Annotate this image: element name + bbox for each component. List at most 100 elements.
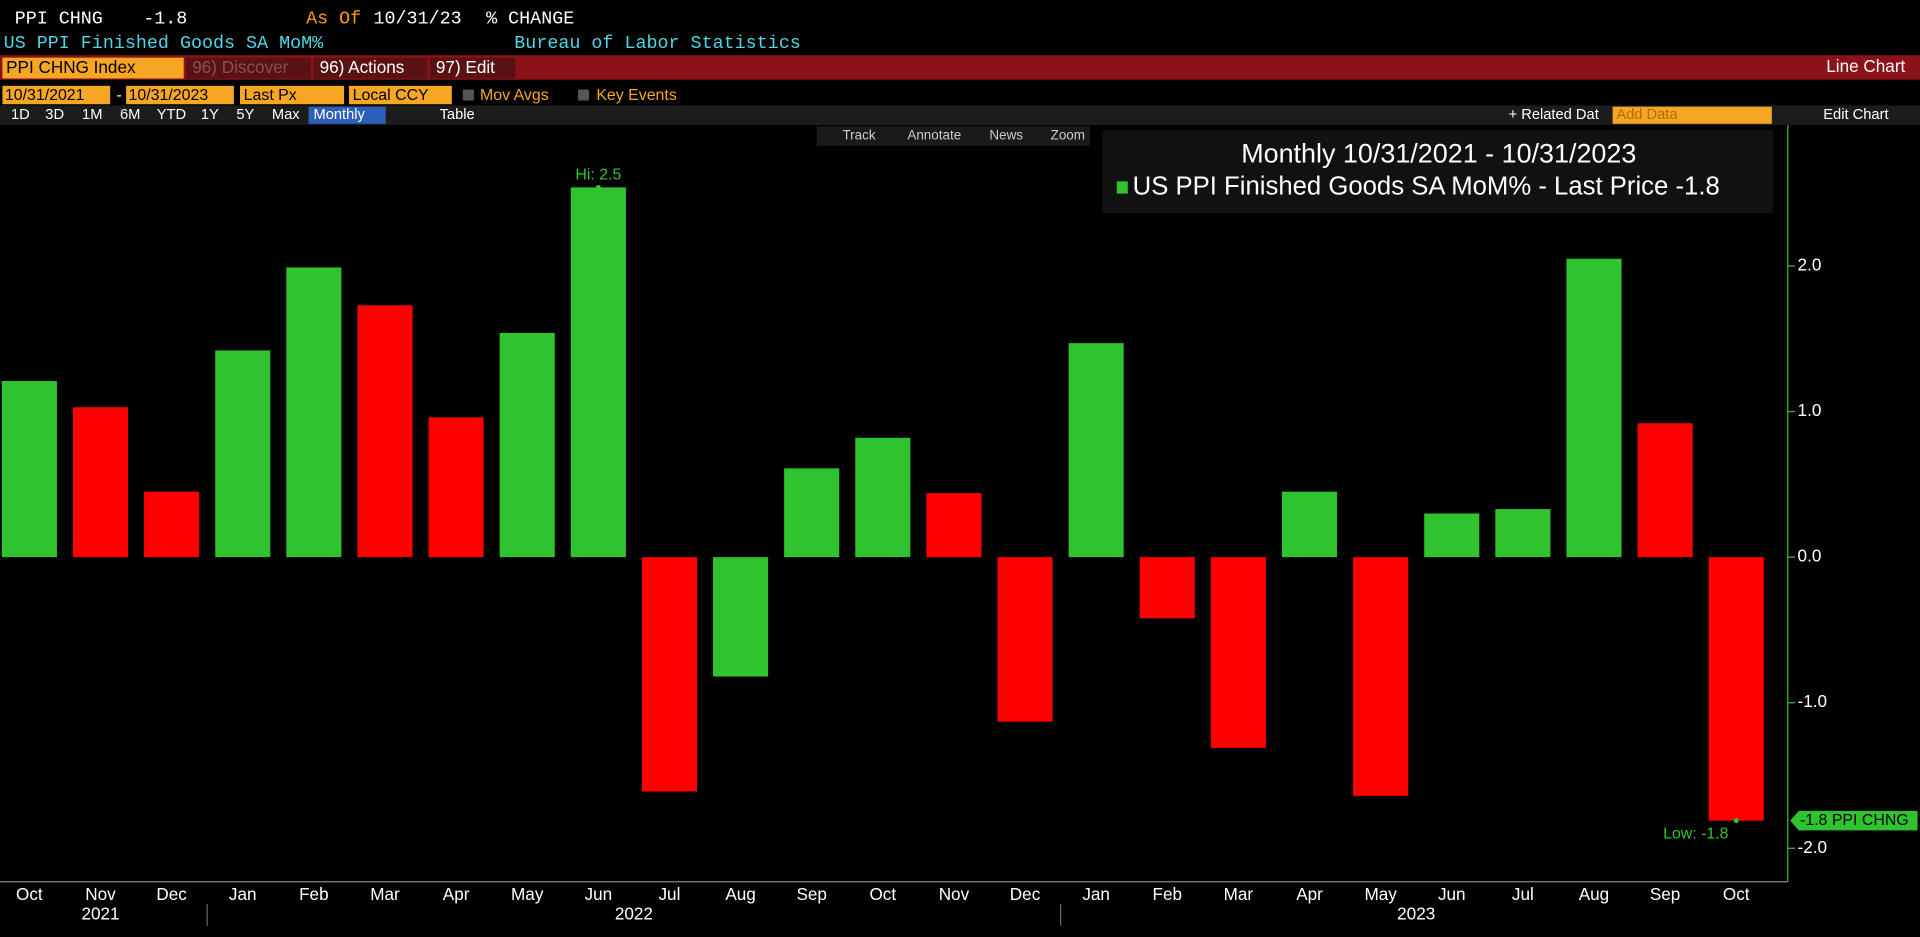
- bar: [357, 305, 413, 558]
- y-tick-label: -1.0: [1798, 691, 1828, 711]
- period-button[interactable]: YTD: [157, 107, 186, 123]
- discover: 96) Discover: [192, 57, 288, 77]
- x-tick-label: Jan: [229, 884, 257, 904]
- edit-chart[interactable]: Edit Chart: [1823, 107, 1888, 123]
- bar: [926, 493, 982, 558]
- legend-key: [1116, 181, 1128, 194]
- bar: [855, 437, 911, 558]
- y-tick-label: 0.0: [1798, 546, 1822, 566]
- source: Bureau of Labor Statistics: [514, 33, 800, 54]
- x-tick-label: Apr: [443, 884, 470, 904]
- y-tick-label: -2.0: [1798, 837, 1828, 857]
- x-tick-label: Mar: [1224, 884, 1254, 904]
- end-field[interactable]: [126, 85, 234, 105]
- field: Last Px: [244, 87, 297, 104]
- bar: [784, 468, 840, 558]
- x-tick-label: Jun: [585, 884, 613, 904]
- actions-button[interactable]: [313, 57, 428, 79]
- x-tick-label: Jul: [1512, 884, 1534, 904]
- bar: [570, 187, 626, 558]
- x-tick-label: May: [1364, 884, 1397, 904]
- x-tick-label: Aug: [725, 884, 755, 904]
- x-tick-label: Dec: [156, 884, 187, 904]
- last-value-label: -1.8 PPI CHNG: [1800, 812, 1909, 829]
- start-field[interactable]: [2, 85, 111, 105]
- period-button[interactable]: 6M: [120, 107, 140, 123]
- bar: [997, 557, 1053, 722]
- chart-tool[interactable]: Annotate: [907, 128, 961, 143]
- bar: [641, 557, 698, 792]
- edit: 97) Edit: [436, 57, 495, 77]
- y-tick-label: 1.0: [1798, 400, 1822, 420]
- security-field[interactable]: [2, 57, 184, 79]
- bar: [1139, 557, 1195, 619]
- x-tick-label: Dec: [1010, 884, 1041, 904]
- x-tick-label: May: [511, 884, 544, 904]
- mov-avgs: Mov Avgs: [480, 87, 549, 104]
- bar: [286, 267, 342, 558]
- x-tick-label: Apr: [1296, 884, 1323, 904]
- period-button[interactable]: 3D: [45, 107, 64, 123]
- currency: Local CCY: [353, 87, 429, 104]
- bar: [499, 332, 555, 558]
- x-tick-label: Sep: [796, 884, 826, 904]
- view: Line Chart: [1826, 56, 1905, 76]
- discover-button[interactable]: [186, 57, 312, 79]
- bar: [72, 407, 129, 558]
- bar: [713, 557, 769, 677]
- low-label: Low: -1.8: [1663, 825, 1729, 842]
- description: US PPI Finished Goods SA MoM%: [4, 33, 324, 54]
- bar: [215, 350, 271, 558]
- currency-select[interactable]: [348, 85, 452, 105]
- x-tick-label: Feb: [1153, 884, 1183, 904]
- x-tick-label: Jul: [658, 884, 680, 904]
- period-button[interactable]: 1M: [82, 107, 102, 123]
- x-tick-label: Aug: [1579, 884, 1609, 904]
- year-label: 2022: [615, 903, 653, 923]
- related-data[interactable]: + Related Dat: [1509, 107, 1599, 123]
- ticker: PPI CHNG: [15, 8, 103, 29]
- x-tick-label: Nov: [939, 884, 970, 904]
- period-button[interactable]: 5Y: [236, 107, 254, 123]
- x-tick-label: Oct: [1723, 884, 1750, 904]
- mov-avgs-checkbox[interactable]: [462, 89, 474, 101]
- bar: [1637, 423, 1693, 558]
- chart-tool[interactable]: Track: [842, 128, 875, 143]
- x-tick-label: Jan: [1082, 884, 1110, 904]
- edit-button[interactable]: [429, 57, 516, 79]
- period-button[interactable]: Max: [272, 107, 300, 123]
- date-sep: -: [116, 87, 121, 104]
- bar: [1281, 491, 1338, 558]
- chart-tool[interactable]: News: [989, 128, 1023, 143]
- bar: [1353, 557, 1409, 796]
- chart-tools: [816, 126, 1090, 146]
- period-bar: [0, 105, 1920, 126]
- bar: [144, 491, 200, 558]
- low-marker: [1733, 818, 1739, 824]
- bar: [1, 381, 57, 558]
- period-button[interactable]: 1D: [11, 107, 30, 123]
- security: PPI CHNG Index: [6, 57, 136, 77]
- year-label: 2023: [1397, 903, 1435, 923]
- field-select[interactable]: [240, 85, 345, 105]
- x-tick-label: Mar: [370, 884, 400, 904]
- period-button[interactable]: 1Y: [201, 107, 219, 123]
- end-date: 10/31/2023: [129, 87, 209, 104]
- as-of-date: 10/31/23: [373, 8, 461, 29]
- add-data: Add Data: [1616, 107, 1678, 123]
- chart-tool[interactable]: Zoom: [1051, 128, 1085, 143]
- bar: [1424, 513, 1480, 558]
- hi-marker: [595, 184, 601, 190]
- table-button[interactable]: Table: [440, 107, 475, 123]
- bar: [1495, 509, 1551, 558]
- last-value-tag: [1790, 810, 1918, 831]
- x-tick-label: Jun: [1438, 884, 1466, 904]
- hi-label: Hi: 2.5: [575, 166, 621, 183]
- bar: [1708, 557, 1764, 821]
- key-events-checkbox[interactable]: [577, 89, 589, 101]
- legend-title: Monthly 10/31/2021 - 10/31/2023: [1241, 139, 1636, 169]
- add-data-field[interactable]: [1612, 106, 1772, 124]
- frequency: Monthly: [313, 107, 365, 123]
- frequency-select[interactable]: [308, 106, 386, 124]
